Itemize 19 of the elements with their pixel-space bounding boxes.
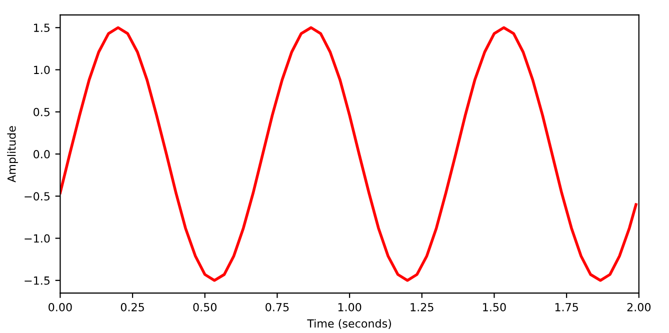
y-tick-label: −0.5 [24, 192, 50, 201]
x-tick-label: 0.75 [266, 302, 289, 312]
x-axis-title: Time (seconds) [307, 319, 391, 329]
y-tick-label: 1.0 [34, 66, 50, 74]
x-tick-label: 0.00 [48, 302, 72, 312]
x-tick-label: 0.25 [120, 302, 144, 312]
y-tick-label: −1.5 [24, 276, 50, 285]
x-tick-label: 2.00 [627, 302, 651, 312]
y-tick-label: −1.0 [24, 234, 50, 243]
y-tick-label: 1.5 [34, 24, 50, 32]
line-series [60, 26, 638, 282]
y-tick-label: 0.5 [34, 108, 50, 116]
x-tick-label: 1.50 [483, 302, 506, 312]
x-tick-label: 1.25 [410, 302, 434, 312]
y-tick-label: 0.0 [34, 150, 50, 158]
y-axis-title: Amplitude [7, 126, 18, 182]
x-tick-label: 0.50 [193, 302, 217, 312]
x-tick-label: 1.75 [555, 303, 578, 312]
x-tick-label: 1.00 [338, 302, 362, 312]
